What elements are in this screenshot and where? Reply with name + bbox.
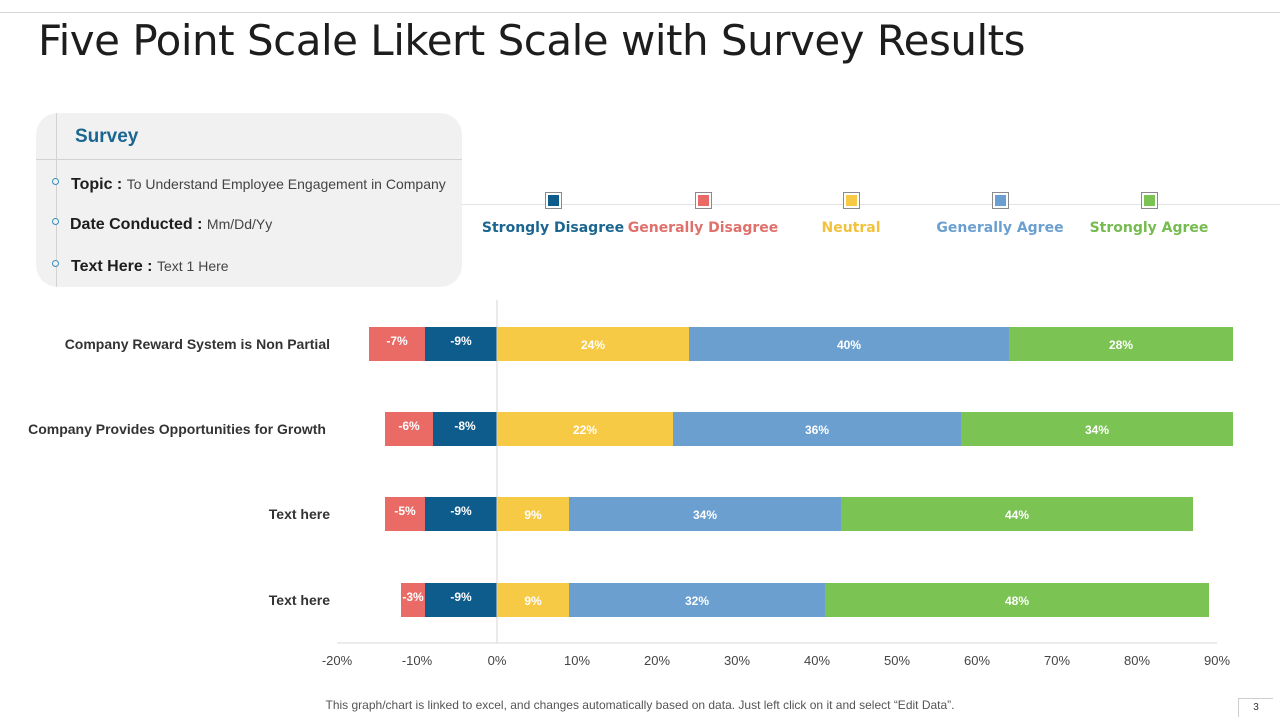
survey-row-label: Date Conducted : (70, 216, 203, 233)
legend-item: Generally Agree (910, 193, 1090, 236)
x-tick-label: 50% (884, 653, 910, 668)
bar-segment (385, 497, 425, 531)
data-label: -9% (450, 590, 472, 604)
bar-segment (433, 412, 497, 446)
legend-item: Generally Disagree (613, 193, 793, 236)
survey-heading: Survey (75, 126, 139, 147)
data-label: 48% (1005, 594, 1029, 608)
x-tick-label: 80% (1124, 653, 1150, 668)
legend-label: Generally Disagree (627, 220, 779, 236)
survey-row-value: To Understand Employee Engagement in Com… (126, 176, 446, 192)
x-tick-label: 90% (1204, 653, 1230, 668)
bullet-icon (52, 178, 59, 185)
legend-item: Strongly Disagree (463, 193, 643, 236)
survey-row-topic: Topic : To Understand Employee Engagemen… (36, 172, 462, 196)
bar-segment (569, 497, 841, 531)
data-label: 24% (581, 338, 605, 352)
survey-row-date: Date Conducted : Mm/Dd/Yy (36, 212, 462, 236)
survey-row-value: Text 1 Here (156, 258, 229, 274)
bar-segment (961, 412, 1233, 446)
bar-segment (385, 412, 433, 446)
survey-card-vertical-rule (56, 113, 57, 287)
legend-swatch (843, 193, 859, 208)
data-label: -9% (450, 504, 472, 518)
data-label: -6% (398, 419, 420, 433)
x-tick-label: 40% (804, 653, 830, 668)
legend-label: Neutral (821, 220, 881, 236)
data-label: 9% (524, 508, 542, 522)
category-label: Company Reward System is Non Partial (65, 336, 330, 352)
x-tick-label: -10% (402, 653, 433, 668)
legend-label: Strongly Agree (1089, 220, 1209, 236)
legend-item: Neutral (761, 193, 941, 236)
survey-row-label: Topic : (71, 176, 123, 193)
survey-card-horizontal-rule (36, 159, 462, 160)
bar-segment (401, 583, 425, 617)
bar-segment (425, 497, 497, 531)
data-label: 44% (1005, 508, 1029, 522)
data-label: -5% (394, 504, 416, 518)
legend-label: Generally Agree (936, 220, 1064, 236)
data-label: 36% (805, 423, 829, 437)
legend-item: Strongly Agree (1059, 193, 1239, 236)
x-tick-label: 70% (1044, 653, 1070, 668)
bar-segment (425, 583, 497, 617)
data-label: 9% (524, 594, 542, 608)
bar-segment (497, 583, 569, 617)
data-label: -3% (402, 590, 424, 604)
x-tick-label: 30% (724, 653, 750, 668)
category-label: Text here (269, 506, 330, 522)
x-tick-label: 0% (488, 653, 507, 668)
bar-segment (369, 327, 425, 361)
x-tick-label: 10% (564, 653, 590, 668)
category-label: Company Provides Opportunities for Growt… (28, 421, 326, 437)
x-tick-label: 60% (964, 653, 990, 668)
x-tick-label: 20% (644, 653, 670, 668)
survey-row-label: Text Here : (71, 258, 153, 275)
footer-note: This graph/chart is linked to excel, and… (325, 698, 955, 712)
category-label: Text here (269, 592, 330, 608)
data-label: 34% (1085, 423, 1109, 437)
legend-swatch (1141, 193, 1157, 208)
data-label: -7% (386, 334, 408, 348)
legend-label: Strongly Disagree (481, 220, 625, 236)
survey-row-value: Mm/Dd/Yy (206, 216, 273, 232)
bar-segment (841, 497, 1193, 531)
data-label: 40% (837, 338, 861, 352)
legend-swatch (545, 193, 561, 208)
data-label: -8% (454, 419, 476, 433)
survey-card: Survey Topic : To Understand Employee En… (36, 113, 462, 287)
bar-segment (825, 583, 1209, 617)
bar-segment (673, 412, 961, 446)
bar-segment (689, 327, 1009, 361)
data-label: -9% (450, 334, 472, 348)
x-tick-label: -20% (322, 653, 353, 668)
bullet-icon (52, 260, 59, 267)
legend-swatch (695, 193, 711, 208)
page-title: Five Point Scale Likert Scale with Surve… (38, 16, 1026, 65)
bar-segment (497, 412, 673, 446)
data-label: 32% (685, 594, 709, 608)
survey-row-text: Text Here : Text 1 Here (36, 254, 462, 278)
bullet-icon (52, 218, 59, 225)
legend-swatch (992, 193, 1008, 208)
bar-segment (425, 327, 497, 361)
bar-segment (569, 583, 825, 617)
data-label: 28% (1109, 338, 1133, 352)
data-label: 22% (573, 423, 597, 437)
bar-segment (497, 327, 689, 361)
top-rule (0, 12, 1280, 13)
bar-segment (1009, 327, 1233, 361)
bar-segment (497, 497, 569, 531)
data-label: 34% (693, 508, 717, 522)
legend-rule (462, 204, 1280, 205)
page-number: 3 (1238, 698, 1273, 717)
